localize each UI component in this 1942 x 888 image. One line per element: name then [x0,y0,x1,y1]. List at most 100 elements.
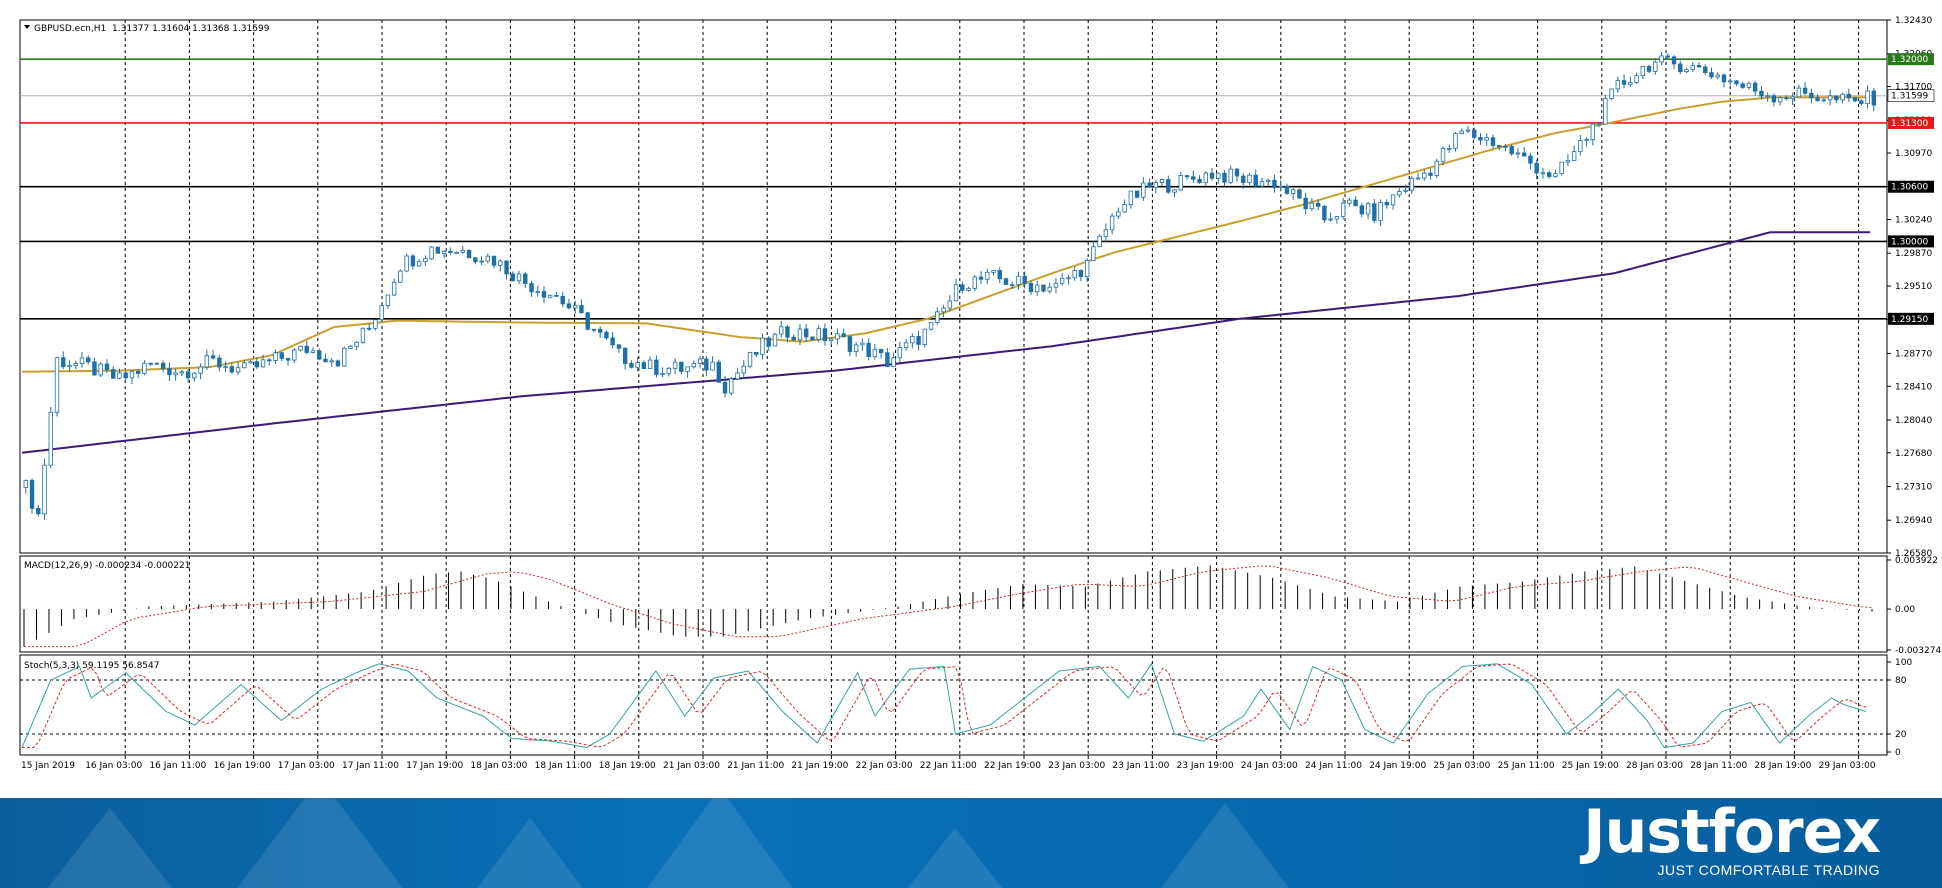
banner-decoration [40,808,180,888]
candle-body [835,333,840,340]
banner-decoration [230,798,410,888]
current-price-tag-label: 1.31599 [1891,92,1928,102]
candle-body [1422,172,1427,179]
candle-body [204,355,210,368]
candle-body [541,291,547,298]
candle-body [1059,277,1065,284]
macd-histogram [23,565,1873,648]
candle-body [897,347,903,359]
candle-body [1372,203,1377,221]
stoch-panel [19,654,1888,756]
candle-body [329,360,334,363]
candle-body [135,370,141,374]
candle-body [1340,202,1346,217]
trading-chart: 1.324301.320601.317001.313301.309701.306… [19,16,1941,771]
candle-body [797,328,803,341]
candle-body [729,378,734,394]
candle-body [29,480,35,509]
banner-decoration [1150,803,1300,888]
candle-body [685,366,690,372]
candle-body [1266,179,1271,183]
candle-body [1815,97,1820,102]
candle-body [1184,175,1190,178]
candle-body [866,342,871,357]
brand-banner [0,798,1942,888]
candle-body [454,251,459,254]
candle-body [1671,56,1677,65]
candle-body [1809,92,1814,99]
candle-body [1191,176,1196,180]
candle-body [435,246,441,254]
candle-body [267,359,272,362]
candle-body [1578,140,1583,153]
macd-axis: 0.003922 0.00 -0.003274 [1887,556,1941,656]
candle-body [1840,93,1845,101]
candle-body [1178,175,1183,191]
candle-body [23,480,28,488]
candle-body [160,362,166,370]
candle-body [360,327,366,343]
candle-body [1128,190,1134,205]
candle-body [997,270,1002,280]
candle-body [1559,161,1564,175]
candle-body [1784,97,1789,100]
candle-body [354,341,359,347]
price-tick-label: 1.31700 [1895,83,1932,93]
candle-body [566,303,572,309]
candle-body [223,366,228,369]
moving-averages [21,96,1870,454]
candle-body [185,371,191,379]
candle-body [1141,182,1146,198]
collapse-triangle-icon[interactable] [24,25,30,29]
candle-body [1447,147,1452,150]
macd-grid [124,556,1860,652]
candle-body [123,372,128,379]
candle-body [966,287,971,291]
price-tick-label: 1.30240 [1895,216,1932,226]
stoch-main-line [21,662,1867,749]
candle-body [1103,229,1109,237]
candle-body [466,249,472,259]
candle-body [73,363,78,366]
candle-body [1053,282,1059,288]
time-tick-label: 18 Jan 19:00 [599,761,656,771]
candle-body [516,273,522,282]
time-tick-label: 23 Jan 03:00 [1048,761,1105,771]
time-tick-label: 28 Jan 11:00 [1690,761,1747,771]
candle-body [1216,172,1221,179]
candle-body [173,372,178,376]
price-tick-label: 1.28410 [1895,382,1932,392]
candle-body [735,372,740,380]
price-level-tag [1888,53,1934,66]
macd-tick-label: 0.00 [1895,605,1915,615]
candle-body [1378,201,1383,221]
candle-body [1859,100,1864,105]
candle-body [335,360,341,367]
time-tick-label: 25 Jan 11:00 [1498,761,1555,771]
macd-tick-label: -0.003274 [1895,646,1941,656]
candle-body [1503,145,1508,148]
candle-body [1521,152,1527,157]
banner-decoration [640,798,800,888]
candle-body [1409,177,1414,191]
candle-body [947,300,952,309]
candle-body [597,328,603,333]
candle-body [1259,181,1265,187]
price-tick-label: 1.26940 [1895,516,1932,526]
candle-body [1116,211,1121,217]
candle-body [804,328,809,338]
candle-body [922,328,928,345]
ma-fast-line [21,96,1870,373]
candle-body [1609,88,1614,99]
candle-body [928,322,934,330]
candle-body [853,344,859,352]
candle-body [1596,123,1602,126]
candle-body [42,464,47,515]
candle-body [772,333,778,347]
candle-body [1571,151,1577,161]
candle-body [679,361,684,372]
candle-body [142,362,147,374]
candle-body [641,362,647,370]
candle-body [878,348,884,354]
candle-body [1284,185,1290,194]
